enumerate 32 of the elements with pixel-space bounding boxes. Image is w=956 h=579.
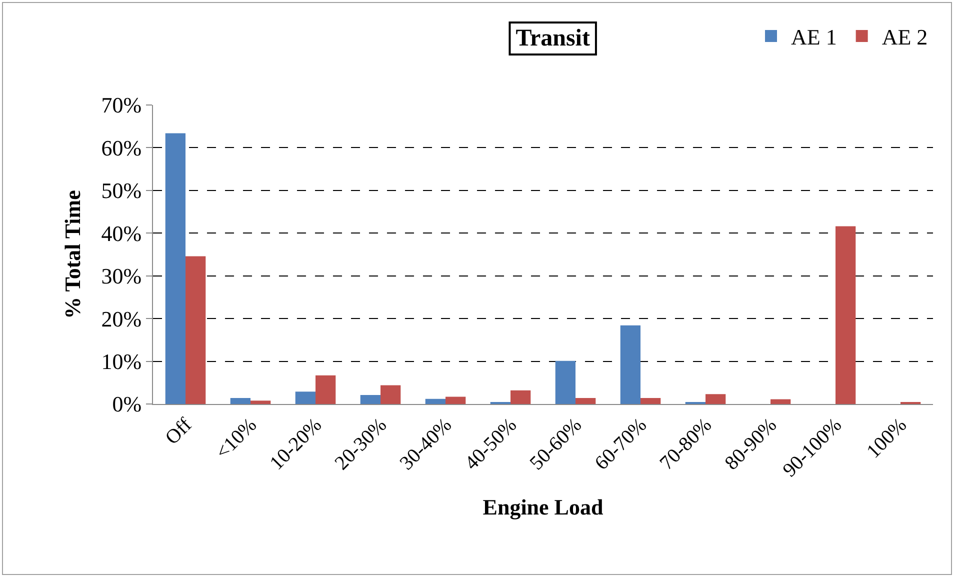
y-tick-label: 40%	[101, 220, 142, 246]
bar	[620, 325, 640, 404]
legend-label: AE 2	[882, 24, 928, 50]
bar	[446, 396, 466, 404]
y-tick-label: 20%	[101, 306, 142, 332]
bar	[555, 360, 576, 404]
bar	[510, 390, 531, 404]
x-axis-title: Engine Load	[482, 494, 604, 520]
bar	[165, 133, 186, 404]
bar	[186, 256, 206, 404]
y-tick-label: 60%	[101, 135, 142, 160]
y-tick-label: 70%	[101, 92, 142, 118]
bar	[770, 399, 791, 404]
bar	[576, 398, 596, 404]
y-tick-label: 50%	[101, 178, 142, 204]
y-tick-label: 30%	[101, 264, 142, 289]
bar	[250, 400, 271, 404]
bar	[425, 398, 446, 404]
bar	[380, 385, 401, 404]
y-tick-label: 10%	[101, 348, 142, 374]
bar	[360, 395, 380, 404]
bar	[836, 226, 856, 404]
chart-title: Transit	[516, 25, 590, 52]
bar	[706, 394, 726, 404]
y-axis-title: % Total Time	[60, 190, 86, 319]
legend-label: AE 1	[791, 24, 837, 50]
x-tick-label: Off	[161, 414, 196, 449]
bar	[230, 398, 250, 404]
bar	[295, 392, 316, 404]
bar	[640, 398, 661, 404]
bar	[316, 375, 336, 404]
y-tick-label: 0%	[112, 392, 142, 417]
